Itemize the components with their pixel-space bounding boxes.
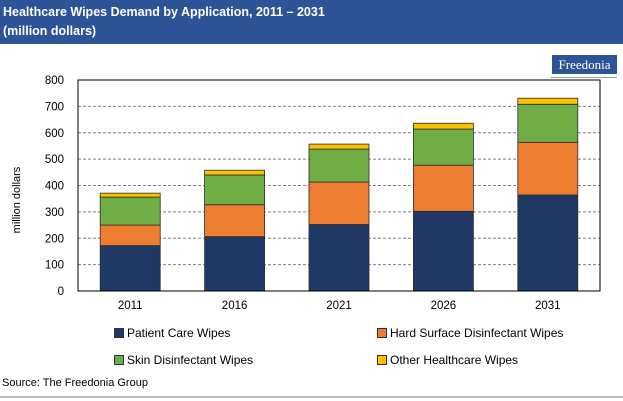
chart-subtitle: (million dollars)	[3, 24, 97, 38]
legend-swatch	[377, 355, 387, 365]
legend-label: Patient Care Wipes	[127, 326, 231, 340]
x-tick-label: 2011	[118, 300, 143, 312]
chart-header: Healthcare Wipes Demand by Application, …	[0, 0, 623, 44]
x-tick-label: 2016	[222, 300, 248, 312]
logo-divider	[551, 77, 617, 78]
legend-swatch	[377, 328, 387, 338]
bar-segment-hard-surface-disinfectant-wipes-2011	[99, 224, 161, 247]
x-tick-label: 2031	[535, 300, 561, 312]
legend-item-patient-care: Patient Care Wipes	[114, 326, 230, 340]
y-tick-label: 200	[45, 233, 64, 245]
bar-segment-other-healthcare-wipes-2016	[204, 169, 266, 176]
x-tick-label: 2021	[326, 300, 352, 312]
legend-swatch	[114, 355, 124, 365]
y-tick-labels: 0 100 200 300 400 500 600 700 800	[45, 75, 64, 298]
bar-segment-patient-care-wipes-2026	[412, 210, 474, 292]
bar-segment-hard-surface-disinfectant-wipes-2016	[204, 204, 266, 238]
legend-swatch	[114, 328, 124, 338]
bar-segment-skin-disinfectant-wipes-2016	[204, 174, 266, 206]
legend-item-hard-surface: Hard Surface Disinfectant Wipes	[377, 326, 563, 340]
bar-segment-other-healthcare-wipes-2031	[517, 97, 579, 105]
bar-segment-patient-care-wipes-2016	[204, 236, 266, 292]
bar-segment-skin-disinfectant-wipes-2011	[99, 196, 161, 226]
bar-segment-hard-surface-disinfectant-wipes-2026	[412, 164, 474, 212]
legend-label: Other Healthcare Wipes	[390, 353, 519, 367]
bar-segment-hard-surface-disinfectant-wipes-2031	[517, 141, 579, 196]
legend-item-other-healthcare: Other Healthcare Wipes	[377, 353, 518, 367]
bar-segment-skin-disinfectant-wipes-2031	[517, 103, 579, 143]
legend-label: Skin Disinfectant Wipes	[127, 353, 254, 367]
bottom-divider	[0, 396, 623, 398]
bar-segment-patient-care-wipes-2021	[308, 224, 370, 292]
y-tick-label: 400	[45, 181, 64, 193]
y-tick-label: 300	[45, 207, 64, 219]
y-tick-label: 800	[45, 75, 64, 87]
y-tick-label: 700	[45, 101, 64, 113]
bar-segment-skin-disinfectant-wipes-2021	[308, 148, 370, 183]
y-tick-label: 600	[45, 128, 64, 140]
bars	[99, 97, 579, 292]
y-axis-label: million dollars	[11, 166, 23, 234]
bar-segment-patient-care-wipes-2011	[99, 245, 161, 292]
bar-segment-other-healthcare-wipes-2021	[308, 143, 370, 150]
x-tick-labels: 2011 2016 2021 2026 2031	[118, 300, 561, 312]
bar-segment-other-healthcare-wipes-2011	[99, 192, 161, 198]
plot-area-frame	[77, 79, 601, 292]
bar-segment-skin-disinfectant-wipes-2026	[412, 128, 474, 166]
bar-segment-other-healthcare-wipes-2026	[412, 122, 474, 130]
source-note: Source: The Freedonia Group	[2, 377, 148, 389]
x-tick-label: 2026	[431, 300, 457, 312]
legend-item-skin-disinfectant: Skin Disinfectant Wipes	[114, 353, 253, 367]
y-tick-label: 100	[45, 260, 64, 272]
bar-segment-patient-care-wipes-2031	[517, 194, 579, 292]
bar-segment-hard-surface-disinfectant-wipes-2021	[308, 181, 370, 225]
y-tick-label: 500	[45, 154, 64, 166]
legend-label: Hard Surface Disinfectant Wipes	[390, 326, 564, 340]
y-tick-label: 0	[58, 286, 64, 298]
freedonia-logo: Freedonia	[552, 55, 617, 74]
chart-title: Healthcare Wipes Demand by Application, …	[3, 5, 325, 19]
